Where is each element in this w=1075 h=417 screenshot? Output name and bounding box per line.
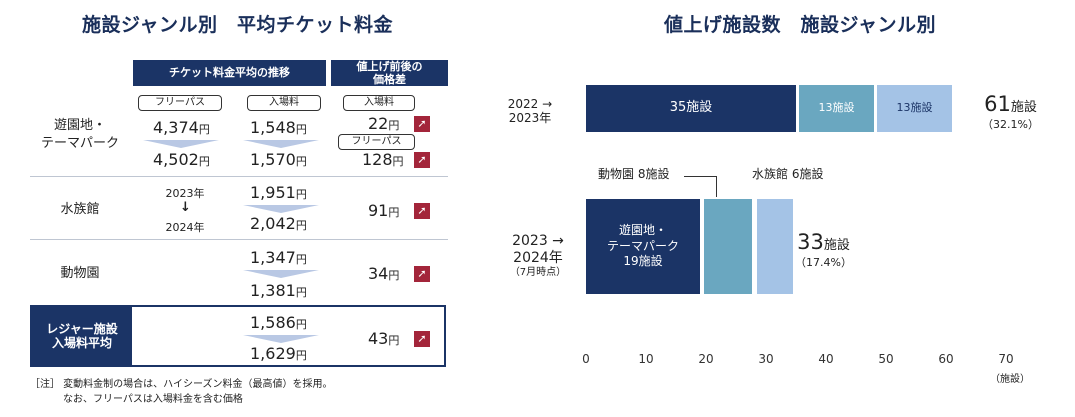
header-price-diff: 値上げ前後の 価格差 <box>331 60 448 86</box>
down-chevron-icon <box>243 270 319 278</box>
up-right-arrow-icon: ➚ <box>414 203 430 219</box>
callout-zoo-label: 動物園 8施設 <box>598 167 670 181</box>
x-tick-60: 60 <box>938 352 954 366</box>
category-line-2: 2024年 <box>513 249 563 266</box>
down-chevron-icon <box>243 140 319 148</box>
tag-entry-fee: 入場料 <box>247 95 321 111</box>
total-unit: 施設 <box>823 238 850 253</box>
callout-aquarium-label: 水族館 6施設 <box>752 167 824 181</box>
row-divider <box>30 239 448 240</box>
category-line-2: 2023年 <box>508 111 552 126</box>
entry-price-before: 1,548円 <box>250 118 307 137</box>
x-tick-70: 70 <box>998 352 1014 366</box>
year-to: 2024年 <box>165 221 205 234</box>
aquarium-diff: 91円 <box>368 201 400 220</box>
pass-price-after: 4,502円 <box>153 150 210 169</box>
footnote-line-2: なお、フリーパスは入場料金を含む価格 <box>63 394 243 405</box>
diff-value-pass: 128円 <box>362 150 404 169</box>
bar-segment-2023-0: 35施設 <box>586 85 796 132</box>
total-label-1: 33施設 （17.4%） <box>795 230 852 270</box>
up-right-arrow-icon: ➚ <box>414 266 430 282</box>
zoo-diff: 34円 <box>368 264 400 283</box>
x-tick-10: 10 <box>638 352 654 366</box>
average-row-frame <box>30 305 446 367</box>
up-right-arrow-icon: ➚ <box>414 116 430 132</box>
chart-title: 値上げ施設数 施設ジャンル別 <box>664 14 937 36</box>
total-label-0: 61施設 （32.1%） <box>982 92 1039 132</box>
row-label-average: レジャー施設 入場料平均 <box>32 307 132 365</box>
down-chevron-icon <box>143 140 219 148</box>
bar-segment-2023-2: 13施設 <box>877 85 952 132</box>
up-right-arrow-icon: ➚ <box>414 152 430 168</box>
category-line-3: （7月時点） <box>509 266 567 278</box>
total-number: 61 <box>984 92 1011 116</box>
pass-price-before: 4,374円 <box>153 118 210 137</box>
x-tick-20: 20 <box>698 352 714 366</box>
x-tick-50: 50 <box>878 352 894 366</box>
row-divider <box>30 176 448 177</box>
down-arrow-icon: ↓ <box>180 200 191 215</box>
aquarium-price-after: 2,042円 <box>250 214 307 233</box>
row-label-aquarium: 水族館 <box>60 202 100 218</box>
zoo-price-after: 1,381円 <box>250 281 307 300</box>
header-price-trend: チケット料金平均の推移 <box>133 60 326 86</box>
diff-tag-pass: フリーパス <box>338 134 415 150</box>
down-chevron-icon <box>243 205 319 213</box>
total-percent: （32.1%） <box>982 118 1039 131</box>
footnote-line-1: ［注］ 変動料金制の場合は、ハイシーズン料金（最高値）を採用。 <box>30 379 333 390</box>
x-tick-40: 40 <box>818 352 834 366</box>
category-line-1: 2023 → <box>512 233 564 249</box>
aquarium-price-before: 1,951円 <box>250 183 307 202</box>
diff-value-entry: 22円 <box>368 114 400 133</box>
diff-tag-entry: 入場料 <box>343 95 415 111</box>
year-from: 2023年 <box>165 187 205 200</box>
row-label-theme-park: 遊園地・ テーマパーク <box>40 118 119 151</box>
callout-zoo-line <box>684 176 716 177</box>
bar-segment-2024-theme-park: 遊園地・ テーマパーク 19施設 <box>586 199 700 294</box>
bar-segment-2024-aquarium <box>757 199 793 294</box>
bar-segment-2024-zoo <box>704 199 752 294</box>
left-title: 施設ジャンル別 平均チケット料金 <box>82 14 394 36</box>
total-unit: 施設 <box>1010 100 1037 115</box>
category-line-1: 2022 → <box>507 97 553 111</box>
row-label-zoo: 動物園 <box>60 266 100 282</box>
callout-zoo-line-v <box>716 176 717 197</box>
up-right-arrow-icon: ➚ <box>414 331 430 347</box>
tag-free-pass: フリーパス <box>138 95 222 111</box>
average-price-after: 1,629円 <box>250 344 307 363</box>
category-label-1: 2023 → 2024年 （7月時点） <box>498 233 578 279</box>
x-tick-0: 0 <box>582 352 590 366</box>
x-tick-30: 30 <box>758 352 774 366</box>
average-price-before: 1,586円 <box>250 313 307 332</box>
average-diff: 43円 <box>368 329 400 348</box>
bar-segment-2023-1: 13施設 <box>799 85 874 132</box>
total-number: 33 <box>797 230 824 254</box>
zoo-price-before: 1,347円 <box>250 248 307 267</box>
category-label-0: 2022 → 2023年 <box>490 97 570 126</box>
down-chevron-icon <box>243 335 319 343</box>
entry-price-after: 1,570円 <box>250 150 307 169</box>
total-percent: （17.4%） <box>795 256 852 269</box>
x-axis-unit: （施設） <box>990 374 1030 385</box>
